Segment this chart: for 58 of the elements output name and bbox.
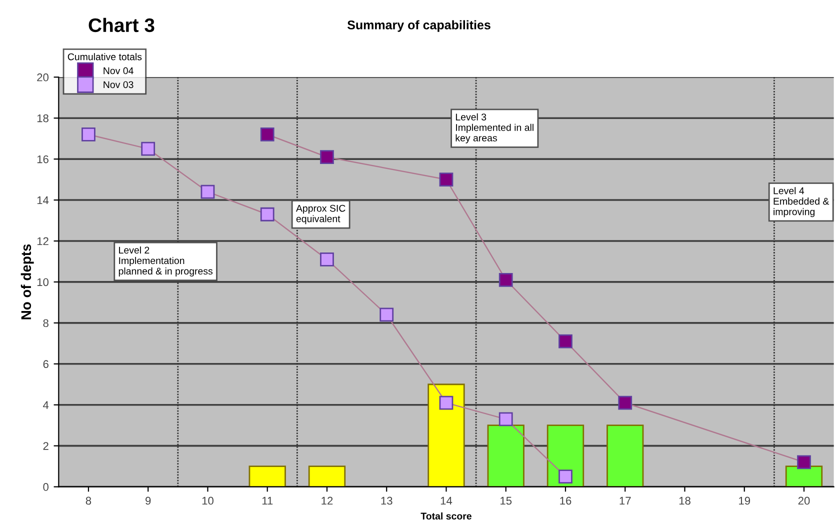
point xyxy=(558,470,572,484)
point xyxy=(260,207,274,222)
x-tick-label: 12 xyxy=(322,496,333,505)
y-tick-label: 14 xyxy=(37,196,49,204)
x-tick-label: 17 xyxy=(620,496,631,505)
x-tick-label: 10 xyxy=(202,496,214,505)
point xyxy=(380,308,394,322)
legend-title: Cumulative totals xyxy=(68,53,142,60)
point xyxy=(797,455,811,470)
point xyxy=(200,184,215,199)
point xyxy=(618,396,632,410)
x-tick-label: 20 xyxy=(798,496,810,505)
y-tick-label: 2 xyxy=(43,442,48,450)
bar xyxy=(428,384,465,487)
x-tick-label: 16 xyxy=(560,496,572,505)
bar xyxy=(546,424,584,487)
point xyxy=(320,252,334,266)
y-tick-label: 18 xyxy=(37,114,48,122)
point xyxy=(320,150,334,164)
bar xyxy=(785,466,823,487)
ref-line-label: Level 3 Implemented in all key areas xyxy=(456,113,534,144)
x-axis-title: Total score xyxy=(420,512,472,520)
y-axis-title: No of depts xyxy=(20,244,34,320)
y-tick-label: 10 xyxy=(37,278,49,286)
legend-label: Nov 03 xyxy=(104,81,134,88)
x-tick-label: 13 xyxy=(381,496,392,505)
y-tick-label: 4 xyxy=(43,401,49,409)
x-tick-label: 14 xyxy=(440,496,452,505)
point xyxy=(498,412,513,426)
point xyxy=(439,396,454,410)
y-tick-label: 12 xyxy=(37,237,48,246)
x-tick-label: 8 xyxy=(86,496,92,505)
bar xyxy=(308,466,346,487)
y-tick-label: 8 xyxy=(43,319,48,328)
x-tick-label: 19 xyxy=(739,496,750,505)
x-tick-label: 11 xyxy=(262,496,273,505)
chart-title: Summary of capabilities xyxy=(347,20,490,32)
point xyxy=(498,272,513,287)
ref-line-label: Level 2 Implementation planned & in progress xyxy=(118,246,213,276)
bar xyxy=(248,466,286,487)
x-tick-label: 9 xyxy=(146,496,151,505)
ref-line-label: Approx SIC equivalent xyxy=(296,204,346,224)
point xyxy=(82,128,96,142)
ref-line-label: Level 4 Embedded & improving xyxy=(774,187,830,218)
x-tick-label: 15 xyxy=(500,496,512,505)
y-tick-label: 6 xyxy=(43,360,48,368)
point xyxy=(439,172,454,186)
legend-label: Nov 04 xyxy=(104,67,134,74)
point xyxy=(260,128,274,142)
chart-subtitle: Chart 3 xyxy=(88,18,154,32)
y-tick-label: 20 xyxy=(37,73,49,82)
bar xyxy=(487,424,524,487)
bar xyxy=(606,424,644,487)
y-tick-label: 16 xyxy=(37,155,48,164)
x-tick-label: 18 xyxy=(679,496,690,505)
point xyxy=(141,142,156,156)
y-tick-label: 0 xyxy=(43,483,49,491)
point xyxy=(558,334,572,348)
